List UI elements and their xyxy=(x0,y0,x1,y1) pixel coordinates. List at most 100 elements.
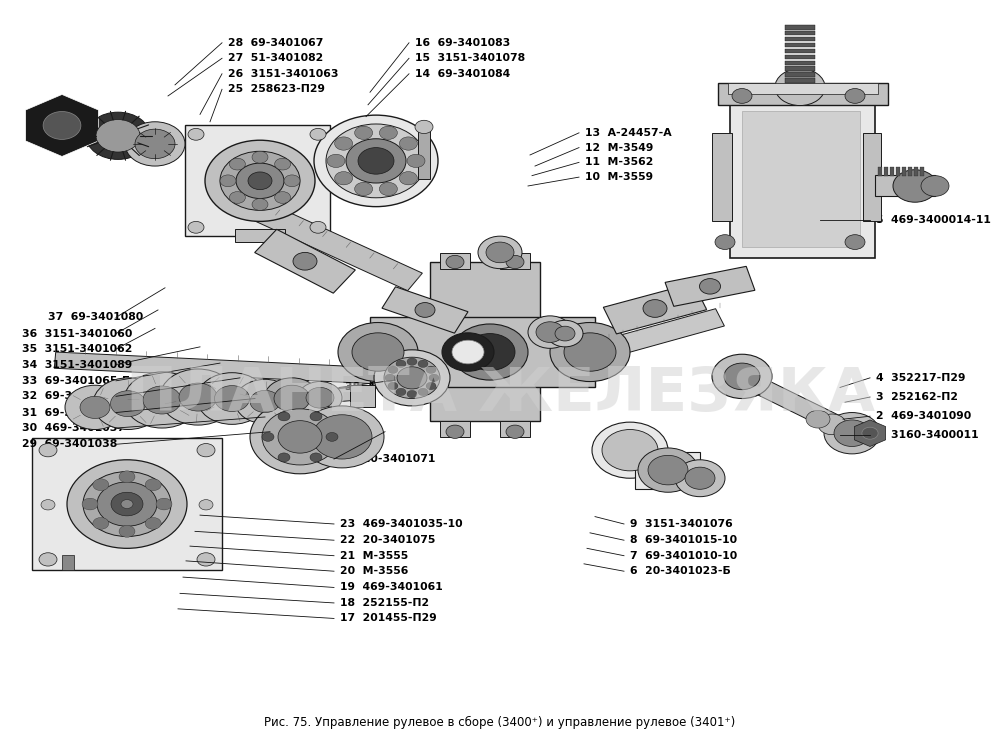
Circle shape xyxy=(335,137,353,150)
Circle shape xyxy=(143,386,181,414)
Bar xyxy=(235,229,285,242)
Circle shape xyxy=(845,235,865,249)
Circle shape xyxy=(415,303,435,317)
Circle shape xyxy=(145,517,161,529)
Text: 26  3151-3401063: 26 3151-3401063 xyxy=(228,69,338,79)
Circle shape xyxy=(592,422,668,478)
Circle shape xyxy=(338,323,418,382)
Text: 27  51-3401082: 27 51-3401082 xyxy=(228,53,323,63)
Circle shape xyxy=(310,453,322,462)
Text: 11  М-3562: 11 М-3562 xyxy=(585,157,653,168)
Bar xyxy=(785,61,815,65)
Circle shape xyxy=(426,366,436,373)
Text: 12  М-3549: 12 М-3549 xyxy=(585,142,653,153)
Circle shape xyxy=(310,412,322,421)
Circle shape xyxy=(156,498,172,510)
Circle shape xyxy=(278,412,290,421)
Text: 37  69-3401080: 37 69-3401080 xyxy=(48,312,143,323)
Text: 20  М-3556: 20 М-3556 xyxy=(340,566,408,576)
Polygon shape xyxy=(243,198,422,291)
Text: 14  69-3401084: 14 69-3401084 xyxy=(415,69,510,79)
Circle shape xyxy=(465,334,515,370)
Circle shape xyxy=(355,126,373,139)
Circle shape xyxy=(220,151,300,210)
Circle shape xyxy=(312,415,372,459)
Circle shape xyxy=(65,385,125,430)
Bar xyxy=(863,133,881,221)
Polygon shape xyxy=(26,94,98,156)
Circle shape xyxy=(862,427,878,439)
Circle shape xyxy=(824,413,880,454)
Circle shape xyxy=(93,378,163,430)
Circle shape xyxy=(248,172,272,190)
Bar xyxy=(635,452,700,489)
Circle shape xyxy=(407,358,417,365)
Polygon shape xyxy=(603,283,707,334)
Text: 22  20-3401075: 22 20-3401075 xyxy=(340,535,435,545)
Circle shape xyxy=(250,390,280,413)
Bar xyxy=(742,111,860,247)
Circle shape xyxy=(82,498,98,510)
Text: Рис. 75. Управление рулевое в сборе (3400⁺) и управление рулевое (3401⁺): Рис. 75. Управление рулевое в сборе (340… xyxy=(264,716,736,729)
Circle shape xyxy=(528,316,572,348)
Circle shape xyxy=(67,460,187,548)
Text: 4  352217-П29: 4 352217-П29 xyxy=(876,373,966,383)
Circle shape xyxy=(643,300,667,317)
Circle shape xyxy=(506,255,524,269)
Circle shape xyxy=(384,357,440,399)
Circle shape xyxy=(452,340,484,364)
Circle shape xyxy=(415,120,433,134)
Bar xyxy=(418,127,430,179)
Circle shape xyxy=(39,553,57,566)
Circle shape xyxy=(374,350,450,406)
Circle shape xyxy=(236,163,284,199)
Polygon shape xyxy=(665,266,755,306)
Circle shape xyxy=(80,396,110,418)
Circle shape xyxy=(399,137,417,150)
Circle shape xyxy=(564,333,616,371)
Bar xyxy=(645,455,700,486)
Text: 28  69-3401067: 28 69-3401067 xyxy=(228,38,323,48)
Circle shape xyxy=(806,410,830,428)
Circle shape xyxy=(275,158,291,170)
Polygon shape xyxy=(255,230,355,293)
Bar xyxy=(370,317,595,387)
Text: 17  201455-П29: 17 201455-П29 xyxy=(340,613,437,624)
Text: 16  69-3401083: 16 69-3401083 xyxy=(415,38,510,48)
Circle shape xyxy=(300,406,384,468)
Circle shape xyxy=(385,374,395,382)
Circle shape xyxy=(262,409,338,465)
Circle shape xyxy=(119,525,135,537)
Circle shape xyxy=(818,414,846,435)
Bar xyxy=(62,555,74,570)
Circle shape xyxy=(111,492,143,516)
Circle shape xyxy=(326,432,338,441)
Circle shape xyxy=(399,172,417,185)
Circle shape xyxy=(712,354,772,399)
Polygon shape xyxy=(854,420,886,446)
Circle shape xyxy=(396,360,406,368)
Bar xyxy=(785,25,815,30)
Circle shape xyxy=(700,278,720,294)
Text: 6  20-3401023-Б: 6 20-3401023-Б xyxy=(630,566,731,576)
Bar xyxy=(712,133,732,221)
Bar xyxy=(730,89,875,258)
Circle shape xyxy=(314,115,438,207)
Circle shape xyxy=(205,140,315,221)
Bar xyxy=(920,167,924,176)
Bar xyxy=(440,253,470,269)
Circle shape xyxy=(250,400,350,474)
Bar xyxy=(902,167,906,176)
Polygon shape xyxy=(382,287,468,333)
Polygon shape xyxy=(71,386,371,421)
Bar xyxy=(430,262,540,421)
Bar xyxy=(785,72,815,77)
Circle shape xyxy=(547,320,583,347)
Circle shape xyxy=(39,444,57,457)
Circle shape xyxy=(188,221,204,233)
Circle shape xyxy=(536,322,564,342)
Circle shape xyxy=(550,323,630,382)
Circle shape xyxy=(775,69,825,106)
Text: 23  469-3401035-10: 23 469-3401035-10 xyxy=(340,519,463,529)
Bar xyxy=(350,385,375,407)
